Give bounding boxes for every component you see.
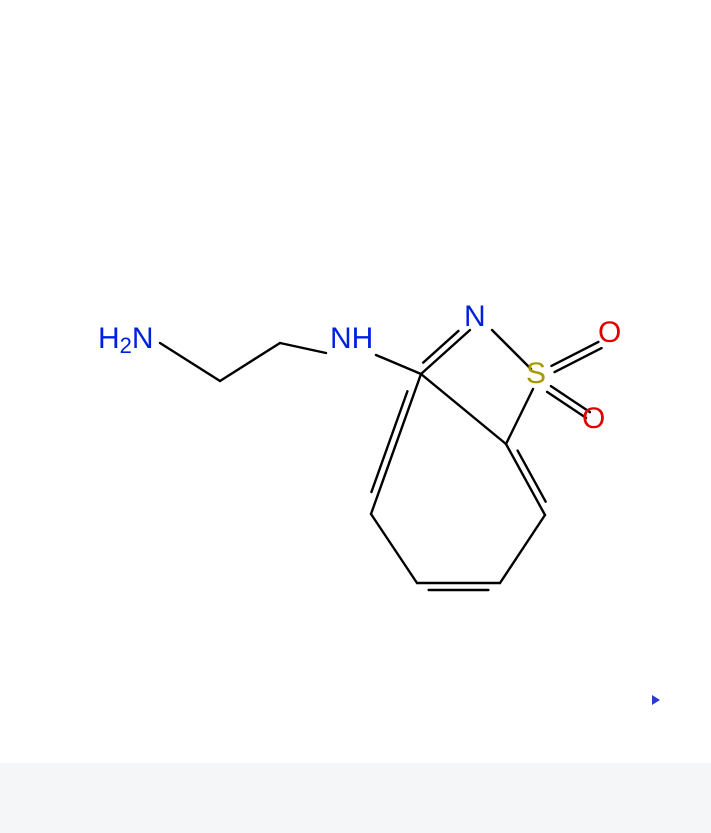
play-icon[interactable] (652, 695, 660, 705)
atom-o1: O (598, 316, 621, 350)
atom-h2n: H2N (98, 322, 154, 356)
bottom-strip (0, 763, 711, 833)
atom-s: S (526, 357, 546, 391)
atom-nh: NH (330, 322, 373, 356)
canvas: H2N NH N S O O (0, 0, 711, 833)
atom-o2: O (582, 402, 605, 436)
atom-n2: N (464, 300, 486, 334)
